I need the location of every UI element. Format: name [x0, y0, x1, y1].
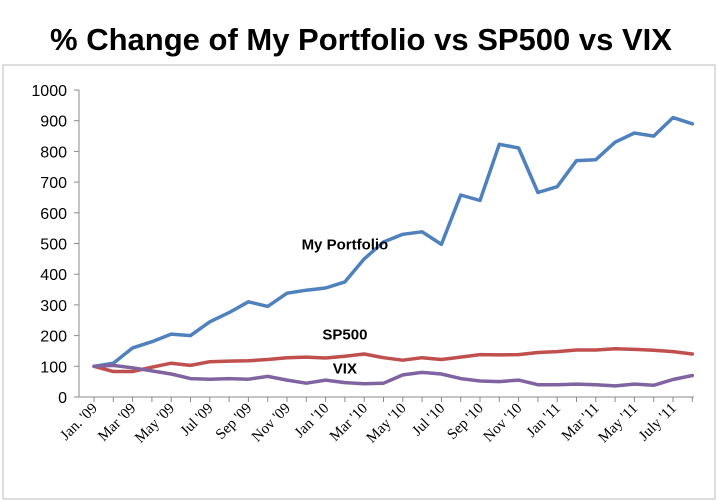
series-label: VIX	[333, 360, 357, 377]
series-line-vix	[92, 363, 695, 388]
y-tick-label: 200	[40, 329, 67, 346]
series-line-my-portfolio	[92, 115, 695, 369]
y-tick-label: 600	[40, 206, 67, 223]
y-tick-label: 0	[58, 390, 67, 407]
chart-frame	[2, 64, 716, 500]
y-tick-label: 400	[40, 267, 67, 284]
chart-title: % Change of My Portfolio vs SP500 vs VIX	[50, 22, 672, 57]
y-tick-label: 1000	[31, 83, 67, 100]
series-line-sp500	[92, 347, 695, 374]
series-label: My Portfolio	[302, 237, 389, 254]
y-tick-label: 300	[40, 298, 67, 315]
series-label-group: My Portfolio SP500 VIX	[302, 237, 389, 378]
y-tick-label: 800	[40, 144, 67, 161]
y-tick-label: 500	[40, 237, 67, 254]
y-tick-label: 900	[40, 114, 67, 131]
series-label: SP500	[322, 326, 367, 343]
y-tick-label: 100	[40, 359, 67, 376]
y-tick-label: 700	[40, 175, 67, 192]
series-group	[92, 115, 695, 388]
y-tick-group: 0 100 200 300 400 500 600 700 800 900 1000	[31, 83, 79, 407]
